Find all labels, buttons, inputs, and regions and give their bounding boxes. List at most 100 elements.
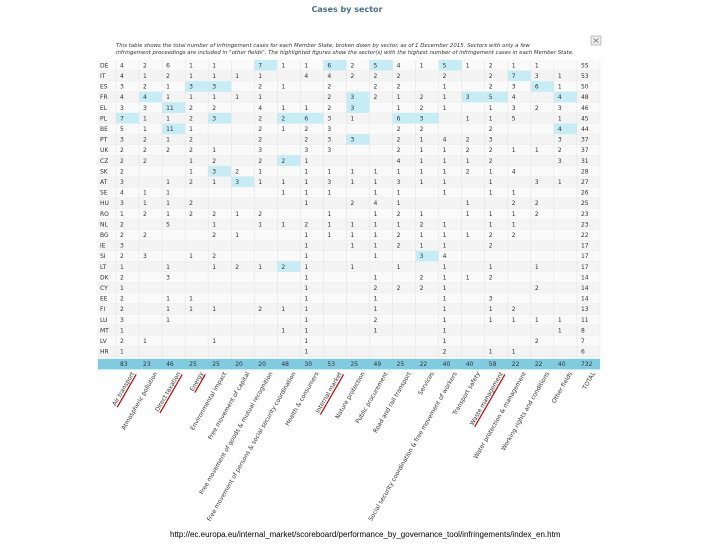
row-background	[98, 303, 600, 315]
cell-value: 1	[374, 253, 378, 260]
cell-value: 2	[143, 211, 147, 218]
cell-value: 1	[143, 115, 147, 122]
cell-value: 2	[120, 147, 124, 154]
total-value: 58	[489, 361, 497, 368]
cell-value: 4	[143, 94, 147, 101]
cell-value: 1	[512, 349, 516, 356]
cell-value: 2	[235, 264, 239, 271]
cell-value: 2	[327, 105, 331, 112]
cell-value: 2	[189, 200, 193, 207]
cell-value: 3	[397, 179, 401, 186]
cell-value: 1	[420, 243, 424, 250]
total-value: 25	[189, 361, 197, 368]
cell-value: 3	[512, 105, 516, 112]
cell-value: 3	[143, 105, 147, 112]
highlight-cell	[139, 91, 163, 103]
row-background	[98, 346, 600, 357]
cell-value: 37	[581, 137, 589, 144]
cell-value: 2	[258, 137, 262, 144]
cell-value: 4	[327, 73, 331, 80]
cell-value: 1	[512, 211, 516, 218]
cell-value: 4	[120, 62, 124, 69]
cell-value: 3	[120, 200, 124, 207]
total-value: 40	[558, 361, 566, 368]
description-line: This table shows the total number of inf…	[116, 43, 530, 49]
cell-value: 1	[489, 105, 493, 112]
cell-value: 2	[535, 338, 539, 345]
row-background	[98, 144, 600, 156]
total-value: 22	[512, 361, 520, 368]
cell-value: 2	[143, 62, 147, 69]
cell-value: 1	[281, 126, 285, 133]
cell-value: 3	[420, 253, 424, 260]
row-label: FR	[100, 94, 108, 101]
cell-value: 2	[420, 221, 424, 228]
cell-value: 1	[304, 264, 308, 271]
cell-value: 4	[512, 168, 516, 175]
cell-value: 1	[558, 115, 562, 122]
cell-value: 1	[304, 200, 308, 207]
cell-value: 6	[304, 115, 308, 122]
cell-value: 1	[350, 179, 354, 186]
cell-value: 1	[443, 105, 447, 112]
cell-value: 2	[420, 105, 424, 112]
column-label: Air transport	[111, 370, 136, 407]
total-value: 53	[327, 361, 335, 368]
cell-value: 3	[304, 147, 308, 154]
row-label: LT	[100, 264, 107, 271]
highlight-cell	[162, 123, 186, 135]
cell-value: 1	[143, 73, 147, 80]
cell-value: 1	[120, 349, 124, 356]
cell-value: 2	[466, 147, 470, 154]
cell-value: 4	[443, 137, 447, 144]
cell-value: 1	[304, 285, 308, 292]
cell-value: 1	[374, 274, 378, 281]
row-background	[98, 187, 600, 198]
cell-value: 1	[489, 306, 493, 313]
cell-value: 2	[120, 253, 124, 260]
cell-value: 1	[489, 264, 493, 271]
cell-value: 1	[281, 190, 285, 197]
cell-value: 1	[327, 232, 331, 239]
cell-value: 1	[489, 168, 493, 175]
cell-value: 1	[443, 221, 447, 228]
cell-value: 1	[166, 137, 170, 144]
source-url: http://ec.europa.eu/internal_market/scor…	[170, 530, 561, 539]
column-label: Working rights and conditions	[500, 371, 551, 452]
cell-value: 5	[166, 221, 170, 228]
cell-value: 2	[420, 126, 424, 133]
cell-value: 1	[374, 296, 378, 303]
highlight-cell	[461, 91, 485, 103]
cell-value: 1	[397, 264, 401, 271]
total-value: 20	[258, 361, 266, 368]
cell-value: 1	[166, 179, 170, 186]
cell-value: 1	[443, 338, 447, 345]
cell-value: 44	[581, 126, 589, 133]
row-background	[98, 335, 600, 347]
cell-value: 1	[512, 190, 516, 197]
cell-value: 1	[466, 158, 470, 165]
total-value: 25	[397, 361, 405, 368]
cell-value: 2	[466, 168, 470, 175]
cell-value: 1	[466, 274, 470, 281]
row-background	[98, 229, 600, 241]
column-header: Free movement of capital	[207, 371, 252, 441]
cell-value: 1	[143, 338, 147, 345]
cell-value: 1	[350, 168, 354, 175]
column-label: Direct taxation	[154, 371, 182, 413]
row-label: BG	[100, 232, 109, 239]
cell-value: 6	[327, 62, 331, 69]
description-line: infringement proceedings are included in…	[116, 50, 574, 56]
cell-value: 2	[489, 126, 493, 133]
cell-value: 2	[420, 285, 424, 292]
cell-value: 3	[512, 84, 516, 91]
cell-value: 3	[420, 115, 424, 122]
cell-value: 1	[558, 317, 562, 324]
cell-value: 1	[374, 179, 378, 186]
row-label: IE	[100, 243, 106, 250]
cell-value: 1	[304, 158, 308, 165]
cell-value: 4	[397, 158, 401, 165]
cell-value: 17	[581, 253, 589, 260]
cell-value: 1	[281, 327, 285, 334]
